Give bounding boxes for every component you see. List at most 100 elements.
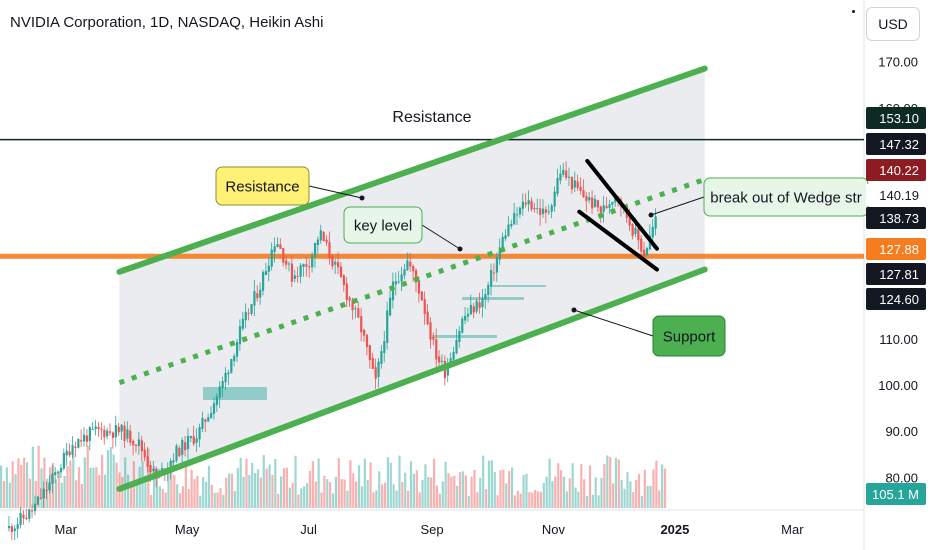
candle	[221, 376, 224, 398]
candle-body	[397, 281, 400, 283]
candle-body	[261, 272, 265, 291]
candle	[311, 252, 314, 273]
candle-body	[313, 242, 317, 258]
candle-body	[215, 396, 219, 405]
candle-body	[227, 372, 230, 375]
candle-body	[181, 439, 184, 455]
candle	[423, 291, 426, 325]
candle-body	[42, 488, 45, 499]
candle-body	[328, 242, 331, 258]
candle-body	[455, 340, 458, 354]
volume-bar	[404, 472, 407, 508]
candle-body	[377, 361, 380, 377]
volume-bar	[51, 463, 55, 508]
volume-bar	[531, 492, 534, 508]
volume-bar	[473, 469, 476, 508]
candle-body	[544, 209, 548, 213]
volume-bar	[167, 473, 170, 508]
volume-bar	[432, 458, 436, 508]
volume-bar	[46, 478, 49, 508]
candle	[19, 507, 22, 529]
candle-body	[383, 341, 386, 354]
volume-bar	[643, 469, 646, 508]
candle	[224, 367, 227, 390]
candle	[388, 290, 392, 317]
candle-body	[184, 442, 187, 451]
candle	[492, 263, 496, 282]
candle	[567, 167, 571, 186]
volume-bar	[450, 476, 453, 508]
candle-body	[591, 197, 594, 209]
candle	[184, 435, 187, 457]
candle	[380, 344, 383, 369]
volume-bar	[216, 492, 219, 508]
candle-body	[253, 291, 256, 306]
candle-body	[19, 513, 22, 525]
candle-body	[354, 308, 357, 310]
candle	[585, 191, 588, 212]
candle	[108, 423, 112, 436]
volume-bar	[597, 495, 600, 508]
candle	[510, 219, 513, 229]
candle	[10, 523, 14, 541]
candle-body	[140, 440, 143, 452]
volume-bar	[265, 468, 268, 508]
volume-bar	[280, 476, 283, 508]
candle-body	[178, 447, 181, 457]
candle	[472, 302, 475, 319]
volume-bar	[152, 466, 156, 508]
callout-pointer	[650, 196, 705, 216]
volume-bar	[490, 460, 493, 508]
candle	[426, 304, 429, 326]
currency-selector[interactable]: USD	[866, 7, 920, 41]
candle	[539, 198, 542, 226]
price-badge: 124.60	[866, 288, 926, 310]
candle	[36, 496, 40, 506]
candle	[530, 197, 533, 212]
demand-zone	[462, 297, 524, 300]
candle-body	[302, 263, 305, 267]
candle-body	[276, 244, 279, 248]
volume-bar	[640, 495, 644, 508]
volume-bar	[66, 466, 69, 508]
candle	[68, 443, 71, 458]
volume-bar	[438, 493, 441, 508]
volume-bar	[236, 468, 239, 508]
volume-bar	[239, 457, 242, 508]
candle-body	[91, 429, 94, 431]
candle	[207, 413, 210, 423]
price-badge-label: 138.73	[879, 211, 919, 226]
candle	[287, 261, 291, 272]
candle-body	[565, 170, 568, 178]
candle	[507, 216, 510, 237]
candle	[466, 307, 470, 323]
candle	[316, 236, 320, 254]
candle-body	[637, 228, 640, 241]
price-badge-bg	[866, 483, 926, 505]
candle	[25, 508, 28, 521]
candle	[215, 393, 219, 412]
candle-body	[247, 313, 250, 315]
volume-bar	[528, 492, 531, 508]
volume-bar	[40, 468, 43, 508]
volume-bar	[135, 482, 138, 508]
candle-body	[567, 176, 571, 178]
candle-body	[36, 496, 40, 505]
volume-bar	[28, 478, 32, 508]
candle	[45, 481, 48, 500]
candle	[608, 199, 611, 214]
candle-body	[409, 261, 412, 267]
candle	[244, 303, 247, 329]
volume-bar	[421, 480, 424, 508]
candle	[322, 231, 325, 242]
candle-body	[461, 318, 464, 333]
price-badge: 138.73	[866, 207, 926, 229]
candle	[429, 317, 432, 349]
candle-body	[651, 226, 654, 238]
candle	[640, 235, 643, 256]
candle	[123, 421, 126, 449]
menu-icon[interactable]	[852, 10, 855, 13]
candle	[192, 425, 195, 446]
volume-bar	[89, 467, 92, 508]
candle-body	[420, 291, 423, 301]
